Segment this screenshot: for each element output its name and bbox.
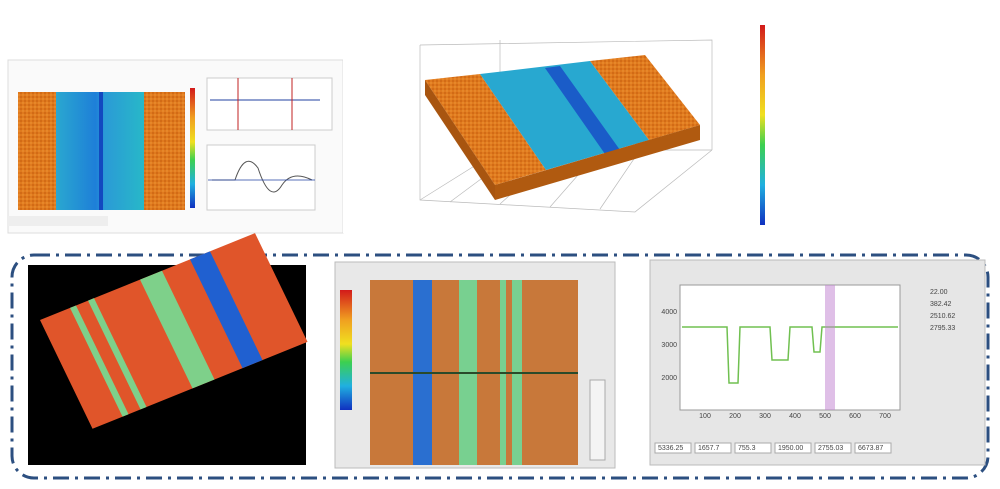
x-tick-label: 700 xyxy=(879,413,891,420)
plateau-right xyxy=(590,55,700,140)
table-cell xyxy=(814,442,852,454)
readout: 22.00 xyxy=(930,289,948,296)
y-tick-label: 4000 xyxy=(661,309,677,316)
panel-profile xyxy=(649,259,986,466)
table-cell xyxy=(774,442,812,454)
screenshot-top-right xyxy=(343,8,773,233)
table-value: 6673.87 xyxy=(858,445,883,452)
readout: 382.42 xyxy=(930,301,952,308)
plot-area xyxy=(679,284,901,411)
colorbar xyxy=(190,88,195,208)
side-face xyxy=(495,125,700,200)
side-face xyxy=(425,80,495,200)
plateau-left xyxy=(425,74,546,185)
colorbar xyxy=(760,25,765,225)
table-cell xyxy=(694,442,732,454)
y-tick-label: 2000 xyxy=(661,375,677,382)
colorbar xyxy=(340,290,352,410)
profile-line xyxy=(682,326,898,384)
table-cell xyxy=(854,442,892,454)
panel-3d xyxy=(28,233,308,465)
x-tick-label: 100 xyxy=(699,413,711,420)
table-value: 755.3 xyxy=(738,445,756,452)
table-cell xyxy=(654,442,692,454)
groove-center xyxy=(99,92,103,210)
stripes xyxy=(40,233,308,429)
x-tick-label: 400 xyxy=(789,413,801,420)
y-tick-label: 3000 xyxy=(661,342,677,349)
groove-center xyxy=(545,66,620,154)
table-value: 1657.7 xyxy=(698,445,720,452)
x-tick-label: 200 xyxy=(729,413,741,420)
x-tick-label: 600 xyxy=(849,413,861,420)
group-frame xyxy=(10,253,990,480)
plot-frame xyxy=(206,77,333,131)
readout: 2510.62 xyxy=(930,313,955,320)
table-cell xyxy=(734,442,772,454)
side-controls[interactable] xyxy=(589,379,606,461)
screenshot-top-left xyxy=(7,59,344,234)
table-value: 1950.00 xyxy=(778,445,803,452)
panel-map xyxy=(334,261,616,469)
profile xyxy=(212,160,313,193)
table-value: 5336.25 xyxy=(658,445,683,452)
x-tick-label: 300 xyxy=(759,413,771,420)
table-value: 2755.03 xyxy=(818,445,843,452)
toolbar xyxy=(8,216,108,226)
readout: 2795.33 xyxy=(930,325,955,332)
x-tick-label: 500 xyxy=(819,413,831,420)
selection[interactable] xyxy=(825,285,835,410)
